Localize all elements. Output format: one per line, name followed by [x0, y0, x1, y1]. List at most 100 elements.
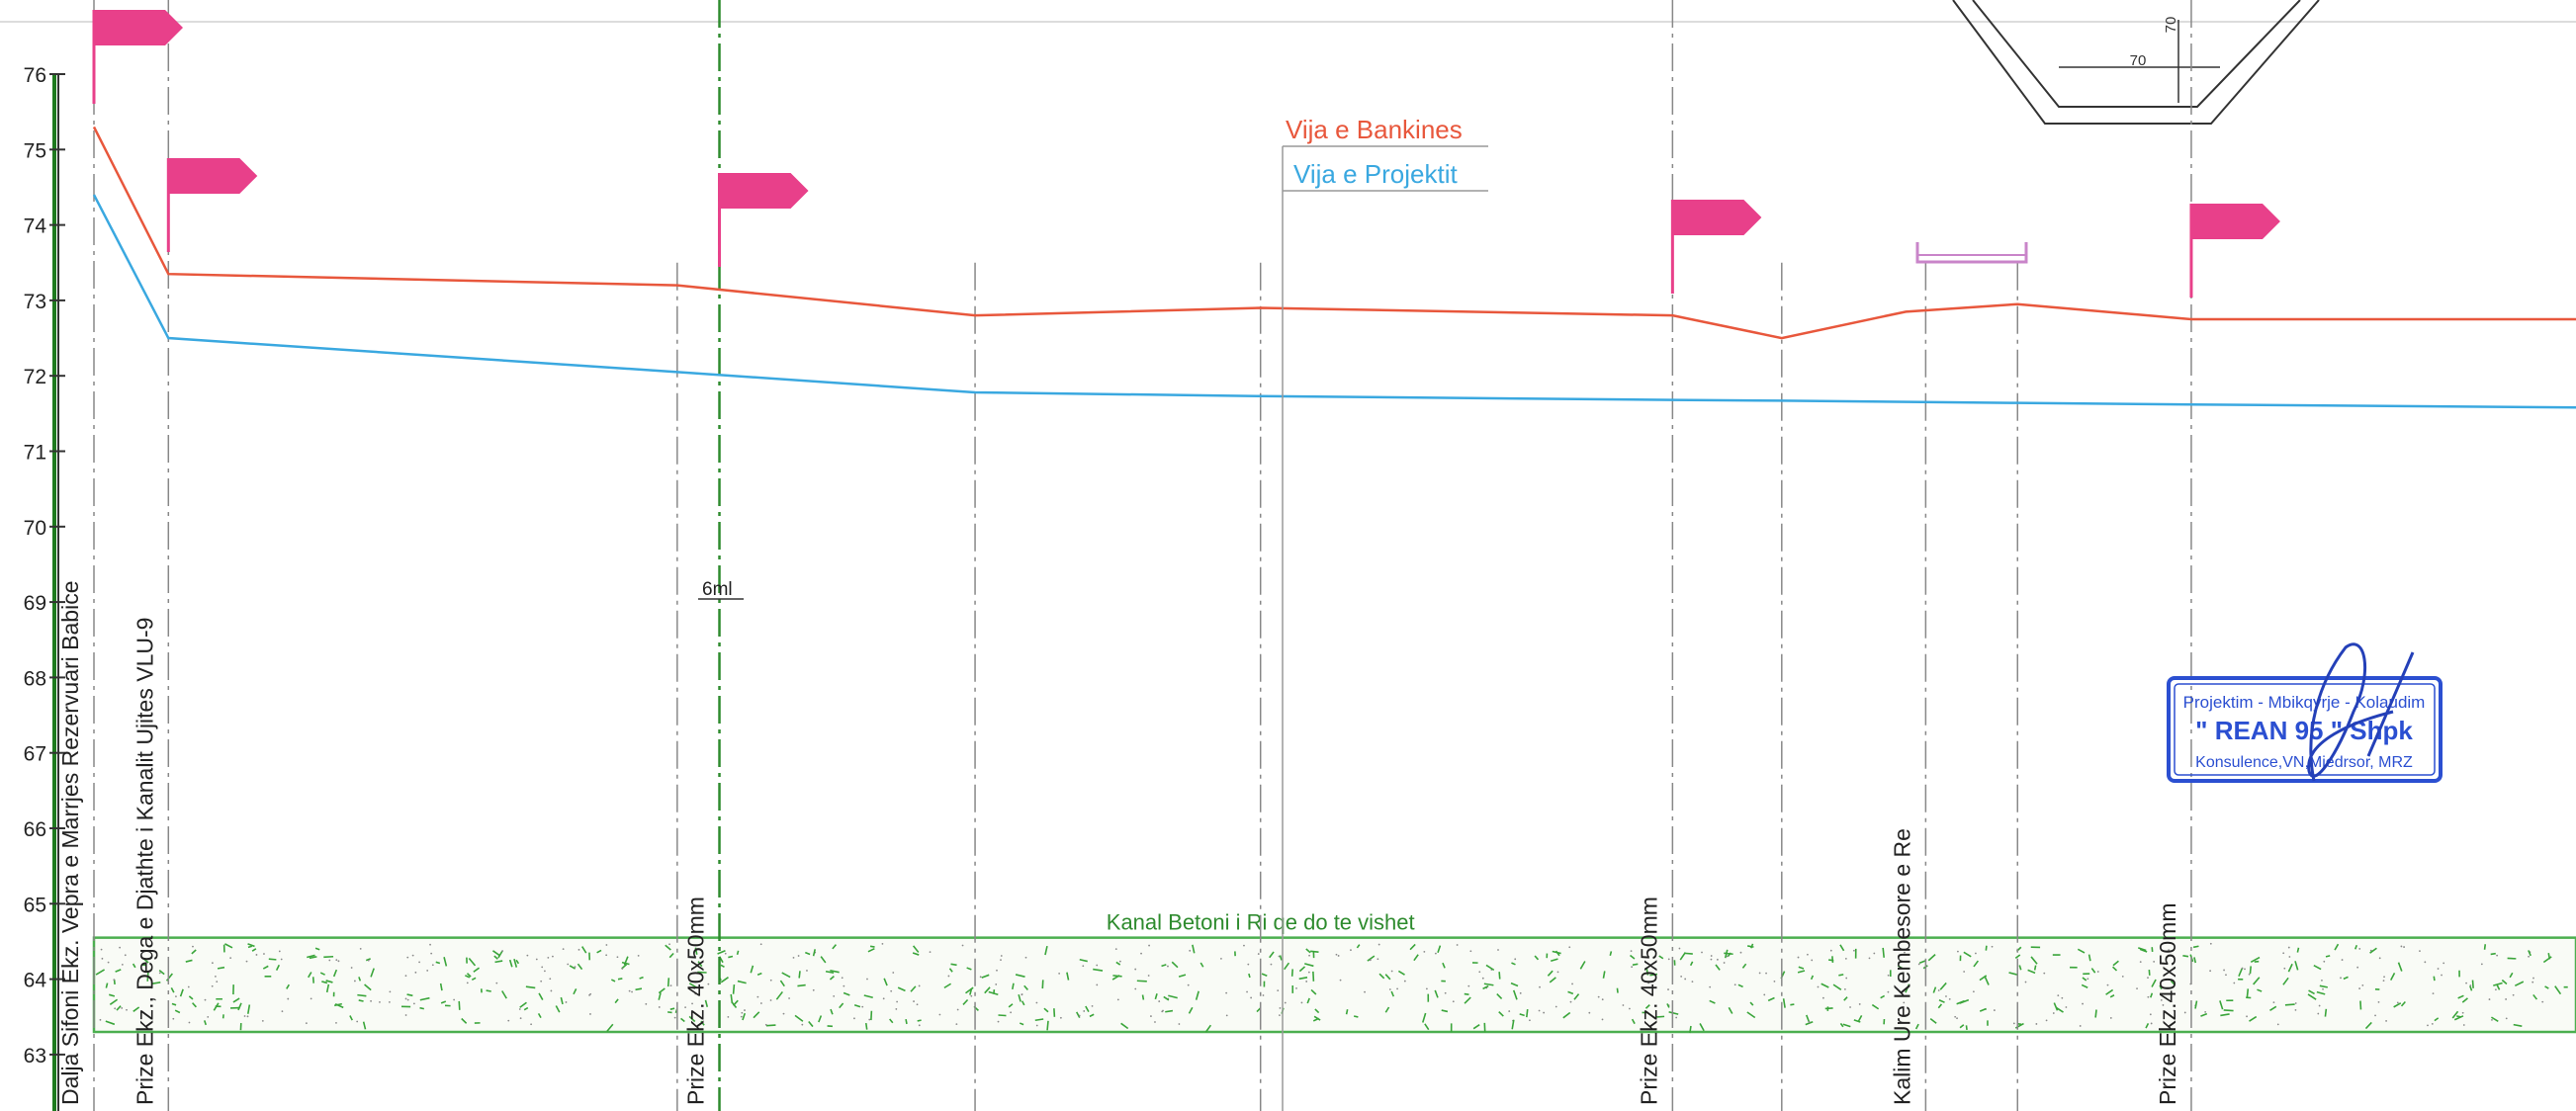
- canal-hatch-mark: [917, 1019, 922, 1022]
- canal-hatch-dot: [121, 1007, 124, 1009]
- canal-hatch-dot: [2541, 1000, 2544, 1003]
- canal-hatch-mark: [1472, 1024, 1480, 1030]
- canal-hatch-dot: [1887, 990, 1890, 993]
- canal-hatch-dot: [890, 989, 893, 992]
- canal-hatch-dot: [759, 943, 762, 946]
- canal-hatch-mark: [1043, 1007, 1049, 1013]
- canal-hatch-dot: [2096, 971, 2099, 973]
- flag: [168, 158, 258, 194]
- canal-hatch-dot: [137, 981, 139, 983]
- canal-hatch-mark: [2359, 1000, 2362, 1010]
- canal-hatch-dot: [605, 954, 608, 957]
- canal-hatch-dot: [1628, 1007, 1631, 1010]
- canal-hatch-mark: [820, 956, 827, 964]
- canal-hatch-mark: [2220, 1013, 2230, 1017]
- canal-hatch-mark: [1204, 1024, 1212, 1033]
- canal-hatch-mark: [1737, 983, 1743, 988]
- canal-hatch-mark: [2249, 966, 2252, 975]
- canal-hatch-mark: [2159, 984, 2163, 990]
- canal-hatch-dot: [2528, 955, 2530, 958]
- canal-hatch-mark: [577, 963, 583, 971]
- canal-hatch-dot: [916, 1003, 919, 1006]
- canal-hatch-mark: [1709, 999, 1716, 1004]
- canal-hatch-dot: [866, 978, 868, 981]
- canal-hatch-mark: [109, 993, 116, 997]
- canal-hatch-mark: [2307, 993, 2317, 1000]
- canal-hatch-mark: [179, 988, 184, 997]
- canal-hatch-mark: [217, 966, 225, 970]
- canal-hatch-mark: [2532, 993, 2538, 1000]
- canal-hatch-mark: [1798, 966, 1805, 970]
- canal-hatch-mark: [966, 967, 972, 971]
- canal-hatch-dot: [1257, 953, 1260, 955]
- canal-hatch-mark: [1012, 983, 1015, 990]
- canal-hatch-mark: [2471, 980, 2474, 988]
- canal-hatch-dot: [406, 956, 409, 959]
- canal-hatch-dot: [574, 966, 577, 969]
- canal-hatch-dot: [328, 959, 331, 962]
- canal-hatch-mark: [1192, 944, 1196, 954]
- canal-hatch-mark: [307, 954, 315, 959]
- canal-hatch-dot: [759, 1002, 762, 1004]
- canal-hatch-mark: [1413, 954, 1419, 962]
- canal-hatch-dot: [1059, 1016, 1062, 1019]
- canal-hatch-mark: [1668, 1011, 1679, 1015]
- canal-hatch-dot: [1150, 1015, 1152, 1017]
- canal-hatch-mark: [1511, 1019, 1515, 1030]
- flag: [1672, 200, 1762, 235]
- canal-hatch-mark: [2400, 1000, 2406, 1007]
- canal-hatch-mark: [2461, 997, 2468, 1003]
- canal-hatch-mark: [309, 956, 317, 960]
- canal-hatch-mark: [2077, 948, 2086, 954]
- canal-hatch-mark: [1496, 993, 1503, 1000]
- canal-hatch-mark: [1306, 997, 1310, 1004]
- canal-hatch-mark: [115, 969, 122, 973]
- canal-hatch-dot: [188, 1021, 191, 1024]
- canal-hatch-dot: [1300, 1001, 1303, 1004]
- canal-hatch-mark: [832, 944, 838, 950]
- canal-hatch-mark: [1699, 1023, 1705, 1032]
- canal-hatch-mark: [1298, 977, 1308, 981]
- canal-hatch-dot: [1220, 957, 1222, 960]
- canal-hatch-dot: [744, 1009, 746, 1011]
- canal-hatch-mark: [781, 972, 791, 979]
- canal-hatch-dot: [2173, 1009, 2176, 1012]
- canal-hatch-dot: [1035, 1024, 1038, 1027]
- legend-bankines: Vija e Bankines: [1286, 115, 1463, 144]
- canal-hatch-dot: [2382, 980, 2385, 983]
- canal-hatch-dot: [918, 1024, 921, 1027]
- canal-hatch-dot: [1519, 991, 1522, 994]
- canal-hatch-mark: [2257, 988, 2263, 992]
- canal-hatch-dot: [2079, 1025, 2082, 1027]
- canal-hatch-dot: [1456, 944, 1459, 946]
- canal-hatch-mark: [1746, 1011, 1756, 1019]
- canal-hatch-dot: [1993, 1009, 1996, 1011]
- canal-hatch-dot: [1821, 996, 1824, 999]
- canal-hatch-mark: [440, 1000, 447, 1004]
- canal-hatch-dot: [1817, 985, 1820, 988]
- canal-hatch-dot: [673, 1016, 676, 1019]
- canal-hatch-dot: [2147, 977, 2149, 979]
- canal-hatch-mark: [765, 1024, 776, 1027]
- canal-hatch-mark: [606, 1023, 614, 1033]
- canal-hatch-dot: [124, 954, 127, 957]
- canal-hatch-dot: [2532, 977, 2534, 980]
- canal-hatch-mark: [1089, 1013, 1095, 1018]
- canal-hatch-dot: [764, 1023, 767, 1026]
- canal-hatch-mark: [2182, 954, 2189, 958]
- canal-hatch-mark: [667, 1011, 672, 1014]
- canal-hatch-dot: [495, 982, 498, 984]
- canal-hatch-mark: [569, 965, 577, 970]
- canal-hatch-mark: [1842, 1023, 1851, 1028]
- canal-hatch-dot: [1279, 1014, 1281, 1017]
- canal-hatch-mark: [1526, 1008, 1529, 1018]
- canal-hatch-dot: [310, 997, 312, 1000]
- canal-hatch-mark: [639, 976, 644, 980]
- canal-hatch-dot: [1972, 990, 1975, 993]
- canal-hatch-dot: [1078, 1014, 1081, 1017]
- canal-hatch-mark: [1314, 1008, 1320, 1014]
- canal-hatch-mark: [2200, 1012, 2208, 1017]
- canal-hatch-mark: [1632, 963, 1639, 966]
- canal-hatch-mark: [2246, 988, 2250, 997]
- canal-hatch-mark: [732, 983, 736, 994]
